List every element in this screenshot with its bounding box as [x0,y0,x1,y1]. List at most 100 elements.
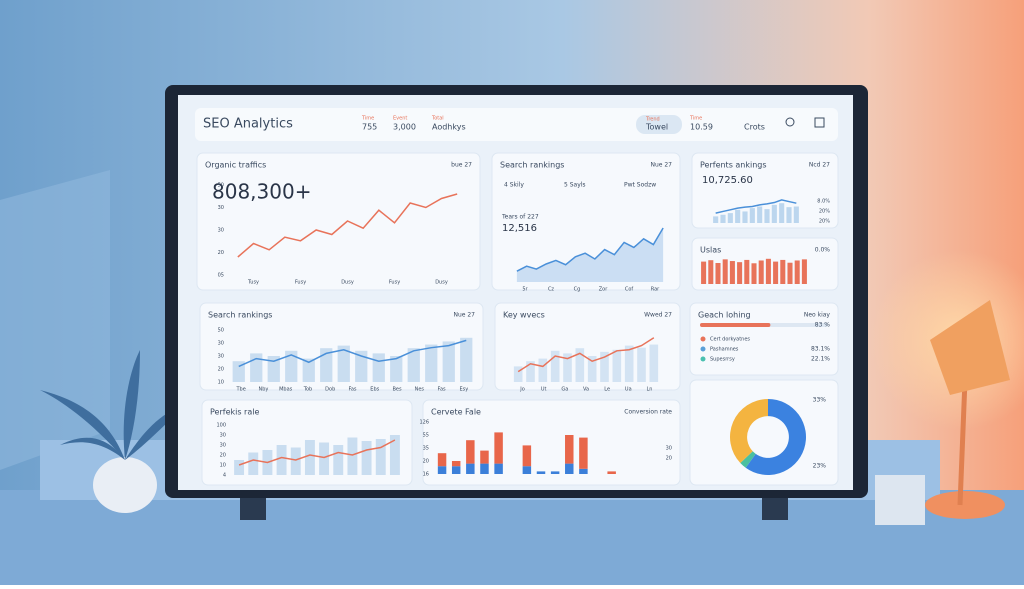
x-label: Dusy [341,280,354,286]
panel-title: Perfekis rale [210,408,259,417]
stat-value: 755 [362,123,377,132]
stacked-bar [522,466,532,474]
bar [624,345,634,382]
y-label: 4 [223,473,226,479]
stacked-bar [437,453,447,467]
bar [361,441,372,475]
line [237,193,458,258]
panel-badge: Ncd 27 [809,162,830,169]
x-label: Ebs [370,387,379,393]
bar [749,208,755,223]
line [715,199,797,214]
x-label: Fusy [295,280,306,286]
bar [727,213,733,223]
y-label: 30 [220,433,226,439]
donut-label: 23% [813,463,827,470]
stacked-bar [607,471,616,474]
chip: 5 Sayls [564,182,586,189]
x-label: Cz [548,287,554,293]
x-label: Bes [392,387,402,393]
chip: 4 Skily [504,182,524,189]
bar [600,351,609,382]
x-label: Le [604,387,610,393]
bar [771,204,777,223]
y-label: 16 [423,472,429,478]
filter-value[interactable]: Towel [645,123,668,132]
legend-label: 20 [666,456,672,462]
x-label: Mbas [279,387,293,393]
bar [751,263,757,284]
bar [347,437,358,475]
bar [787,262,793,284]
bar [708,260,714,284]
panel-badge: Nue 27 [650,162,672,169]
progress-fill [700,323,771,327]
headline: 10,725.60 [702,175,753,186]
panel-title: Key wvecs [503,311,545,320]
bar [773,261,779,284]
x-label: Fusy [389,280,400,286]
x-label: Zor [599,287,608,293]
bar [612,349,622,382]
panel [691,152,839,229]
bar [757,206,763,223]
legend-dot [700,336,706,342]
x-label: Dusy [435,280,448,286]
stacked-bar [494,432,503,464]
x-label: Va [583,387,589,393]
bar [713,216,719,223]
stacked-bar [579,437,588,469]
bar [780,259,786,284]
bar [538,358,548,382]
stacked-bar [466,440,475,464]
line [517,337,655,373]
bar [563,353,572,382]
bar [722,259,728,284]
time-label: Time [689,116,702,122]
stacked-bar [550,471,560,474]
panel-title: Perfents ankings [700,161,767,170]
y-label: 126 [419,420,429,426]
bar [390,356,403,382]
settings-icon[interactable] [814,117,825,128]
panel-badge: bue 27 [451,162,472,169]
x-label: Jo [519,387,525,393]
bar [526,361,535,382]
panel [196,152,481,291]
stacked-bar [451,461,461,467]
menu[interactable]: Crots [744,123,765,132]
bar [304,440,315,475]
user-icon[interactable] [785,117,795,127]
line [516,227,664,272]
bar [794,260,800,284]
x-label: Fas [438,387,446,393]
plant-pot [93,457,157,513]
bar [649,344,659,382]
stacked-bar [494,463,503,474]
bar [735,209,741,223]
y-label: 20 [218,250,224,256]
panel-badge: Nue 27 [453,312,475,319]
x-label: Nby [258,387,268,393]
y-label: 10 [220,463,226,469]
stacked-bar [565,463,574,474]
y-label: 50 [218,183,224,189]
bar [715,263,721,284]
stat-label: Time [361,116,374,122]
lamp-base [925,491,1005,519]
bar [320,348,333,382]
bar [337,345,350,382]
line [238,339,467,368]
filter-pill[interactable] [636,115,682,134]
bar [389,435,400,475]
x-label: Tbe [235,387,245,393]
bar [744,259,750,284]
y-label: 30 [218,341,224,347]
subtitle: Tears of 227 [501,214,539,221]
legend-dot [700,356,706,362]
bar [267,356,280,382]
legend-dot [700,346,706,352]
bar [355,350,368,382]
legend-label: 8.0% [817,199,830,205]
x-label: Cof [625,287,634,293]
